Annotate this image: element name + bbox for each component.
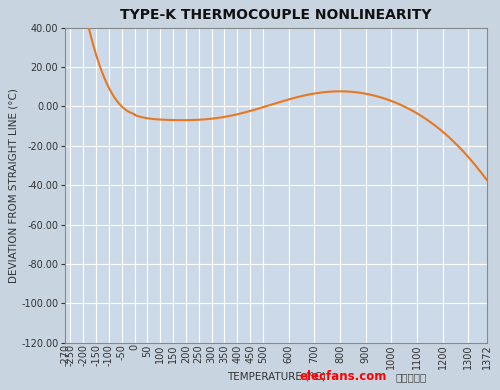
Text: elecfans.com: elecfans.com bbox=[300, 370, 388, 383]
X-axis label: TEMPERATURE (°C): TEMPERATURE (°C) bbox=[226, 372, 326, 382]
Y-axis label: DEVIATION FROM STRAIGHT LINE (°C): DEVIATION FROM STRAIGHT LINE (°C) bbox=[8, 88, 18, 283]
Text: 电子发烧友: 电子发烧友 bbox=[395, 372, 426, 382]
Title: TYPE-K THERMOCOUPLE NONLINEARITY: TYPE-K THERMOCOUPLE NONLINEARITY bbox=[120, 8, 432, 22]
